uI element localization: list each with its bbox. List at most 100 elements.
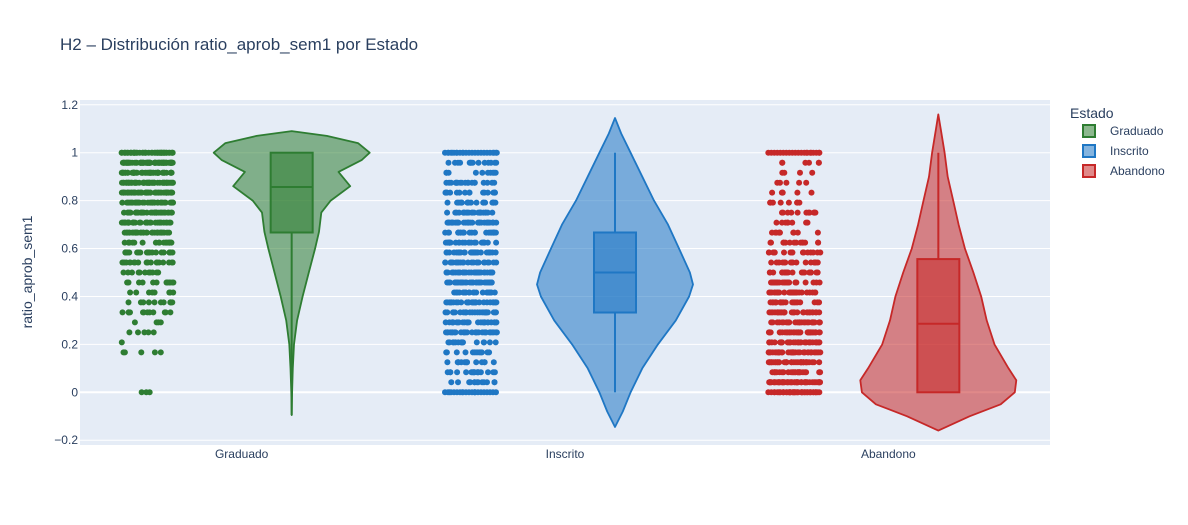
data-point xyxy=(155,159,161,166)
legend-label[interactable]: Inscrito xyxy=(1110,144,1149,158)
data-point xyxy=(145,249,152,256)
data-point xyxy=(768,279,774,286)
points xyxy=(118,149,824,396)
data-point xyxy=(138,389,145,396)
data-point xyxy=(137,249,144,256)
data-point xyxy=(781,309,788,316)
data-point xyxy=(789,269,796,276)
data-point xyxy=(813,339,820,346)
data-point xyxy=(126,259,133,266)
data-point xyxy=(442,189,449,196)
legend-swatch[interactable] xyxy=(1082,164,1096,178)
data-point xyxy=(479,169,486,176)
data-point xyxy=(139,169,146,176)
data-point xyxy=(118,339,125,346)
data-point xyxy=(145,299,152,306)
data-point xyxy=(155,319,162,326)
data-point xyxy=(789,219,796,226)
data-point xyxy=(151,209,158,216)
data-point xyxy=(483,249,490,256)
legend-label[interactable]: Graduado xyxy=(1110,124,1164,138)
legend-swatch[interactable] xyxy=(1082,124,1096,138)
data-point xyxy=(129,269,135,276)
data-point xyxy=(802,259,809,266)
data-point xyxy=(816,389,823,396)
data-point xyxy=(137,219,144,226)
data-point xyxy=(158,189,165,196)
data-point xyxy=(453,259,459,266)
legend-swatch[interactable] xyxy=(1082,144,1096,158)
data-point xyxy=(802,279,809,286)
data-point xyxy=(167,189,174,196)
data-point xyxy=(443,269,450,276)
data-point xyxy=(781,249,787,256)
data-point xyxy=(771,379,778,386)
data-point xyxy=(473,259,480,266)
data-point xyxy=(483,279,490,286)
data-point xyxy=(445,229,452,236)
data-point xyxy=(122,219,129,226)
data-point xyxy=(797,339,804,346)
data-point xyxy=(489,219,496,226)
data-point xyxy=(788,209,795,216)
data-point xyxy=(442,319,449,326)
data-point xyxy=(450,339,457,346)
data-point xyxy=(479,289,486,296)
data-point xyxy=(162,209,169,216)
data-point xyxy=(455,299,461,306)
y-tick-label: 0.8 xyxy=(61,194,78,208)
data-point xyxy=(488,289,495,296)
data-point xyxy=(816,329,823,336)
data-point xyxy=(796,349,803,356)
data-point xyxy=(782,299,789,306)
data-point xyxy=(794,309,801,316)
data-point xyxy=(125,189,132,196)
data-point xyxy=(168,209,175,216)
data-point xyxy=(487,229,494,236)
data-point xyxy=(782,239,789,246)
data-point xyxy=(807,339,814,346)
data-point xyxy=(446,339,453,346)
data-point xyxy=(771,249,778,256)
data-point xyxy=(477,349,484,356)
data-point xyxy=(776,229,782,236)
legend-label[interactable]: Abandono xyxy=(1110,164,1165,178)
data-point xyxy=(457,309,464,316)
data-point xyxy=(769,199,776,206)
data-point xyxy=(782,219,789,226)
data-point xyxy=(460,269,467,276)
data-point xyxy=(789,249,796,256)
data-point xyxy=(460,259,467,266)
data-point xyxy=(123,229,130,236)
data-point xyxy=(493,159,500,166)
data-point xyxy=(443,249,450,256)
data-point xyxy=(167,309,174,316)
data-point xyxy=(130,169,137,176)
data-point xyxy=(765,249,772,256)
data-point xyxy=(131,189,138,196)
data-point xyxy=(155,209,162,216)
data-point xyxy=(801,339,808,346)
data-point xyxy=(793,279,800,286)
data-point xyxy=(786,239,793,246)
data-point xyxy=(159,179,166,186)
data-point xyxy=(815,379,822,386)
data-point xyxy=(157,349,164,356)
data-point xyxy=(450,319,456,326)
data-point xyxy=(167,169,174,176)
data-point xyxy=(477,249,484,256)
y-tick-label: 1.2 xyxy=(61,98,78,112)
data-point xyxy=(793,379,800,386)
data-point xyxy=(475,269,482,276)
data-point xyxy=(773,219,780,226)
data-point xyxy=(471,349,478,356)
y-tick-label: 1 xyxy=(71,146,78,160)
data-point xyxy=(157,299,164,306)
data-point xyxy=(489,269,496,276)
data-point xyxy=(794,359,801,366)
data-point xyxy=(791,239,798,246)
data-point xyxy=(769,319,776,326)
data-point xyxy=(777,179,783,186)
